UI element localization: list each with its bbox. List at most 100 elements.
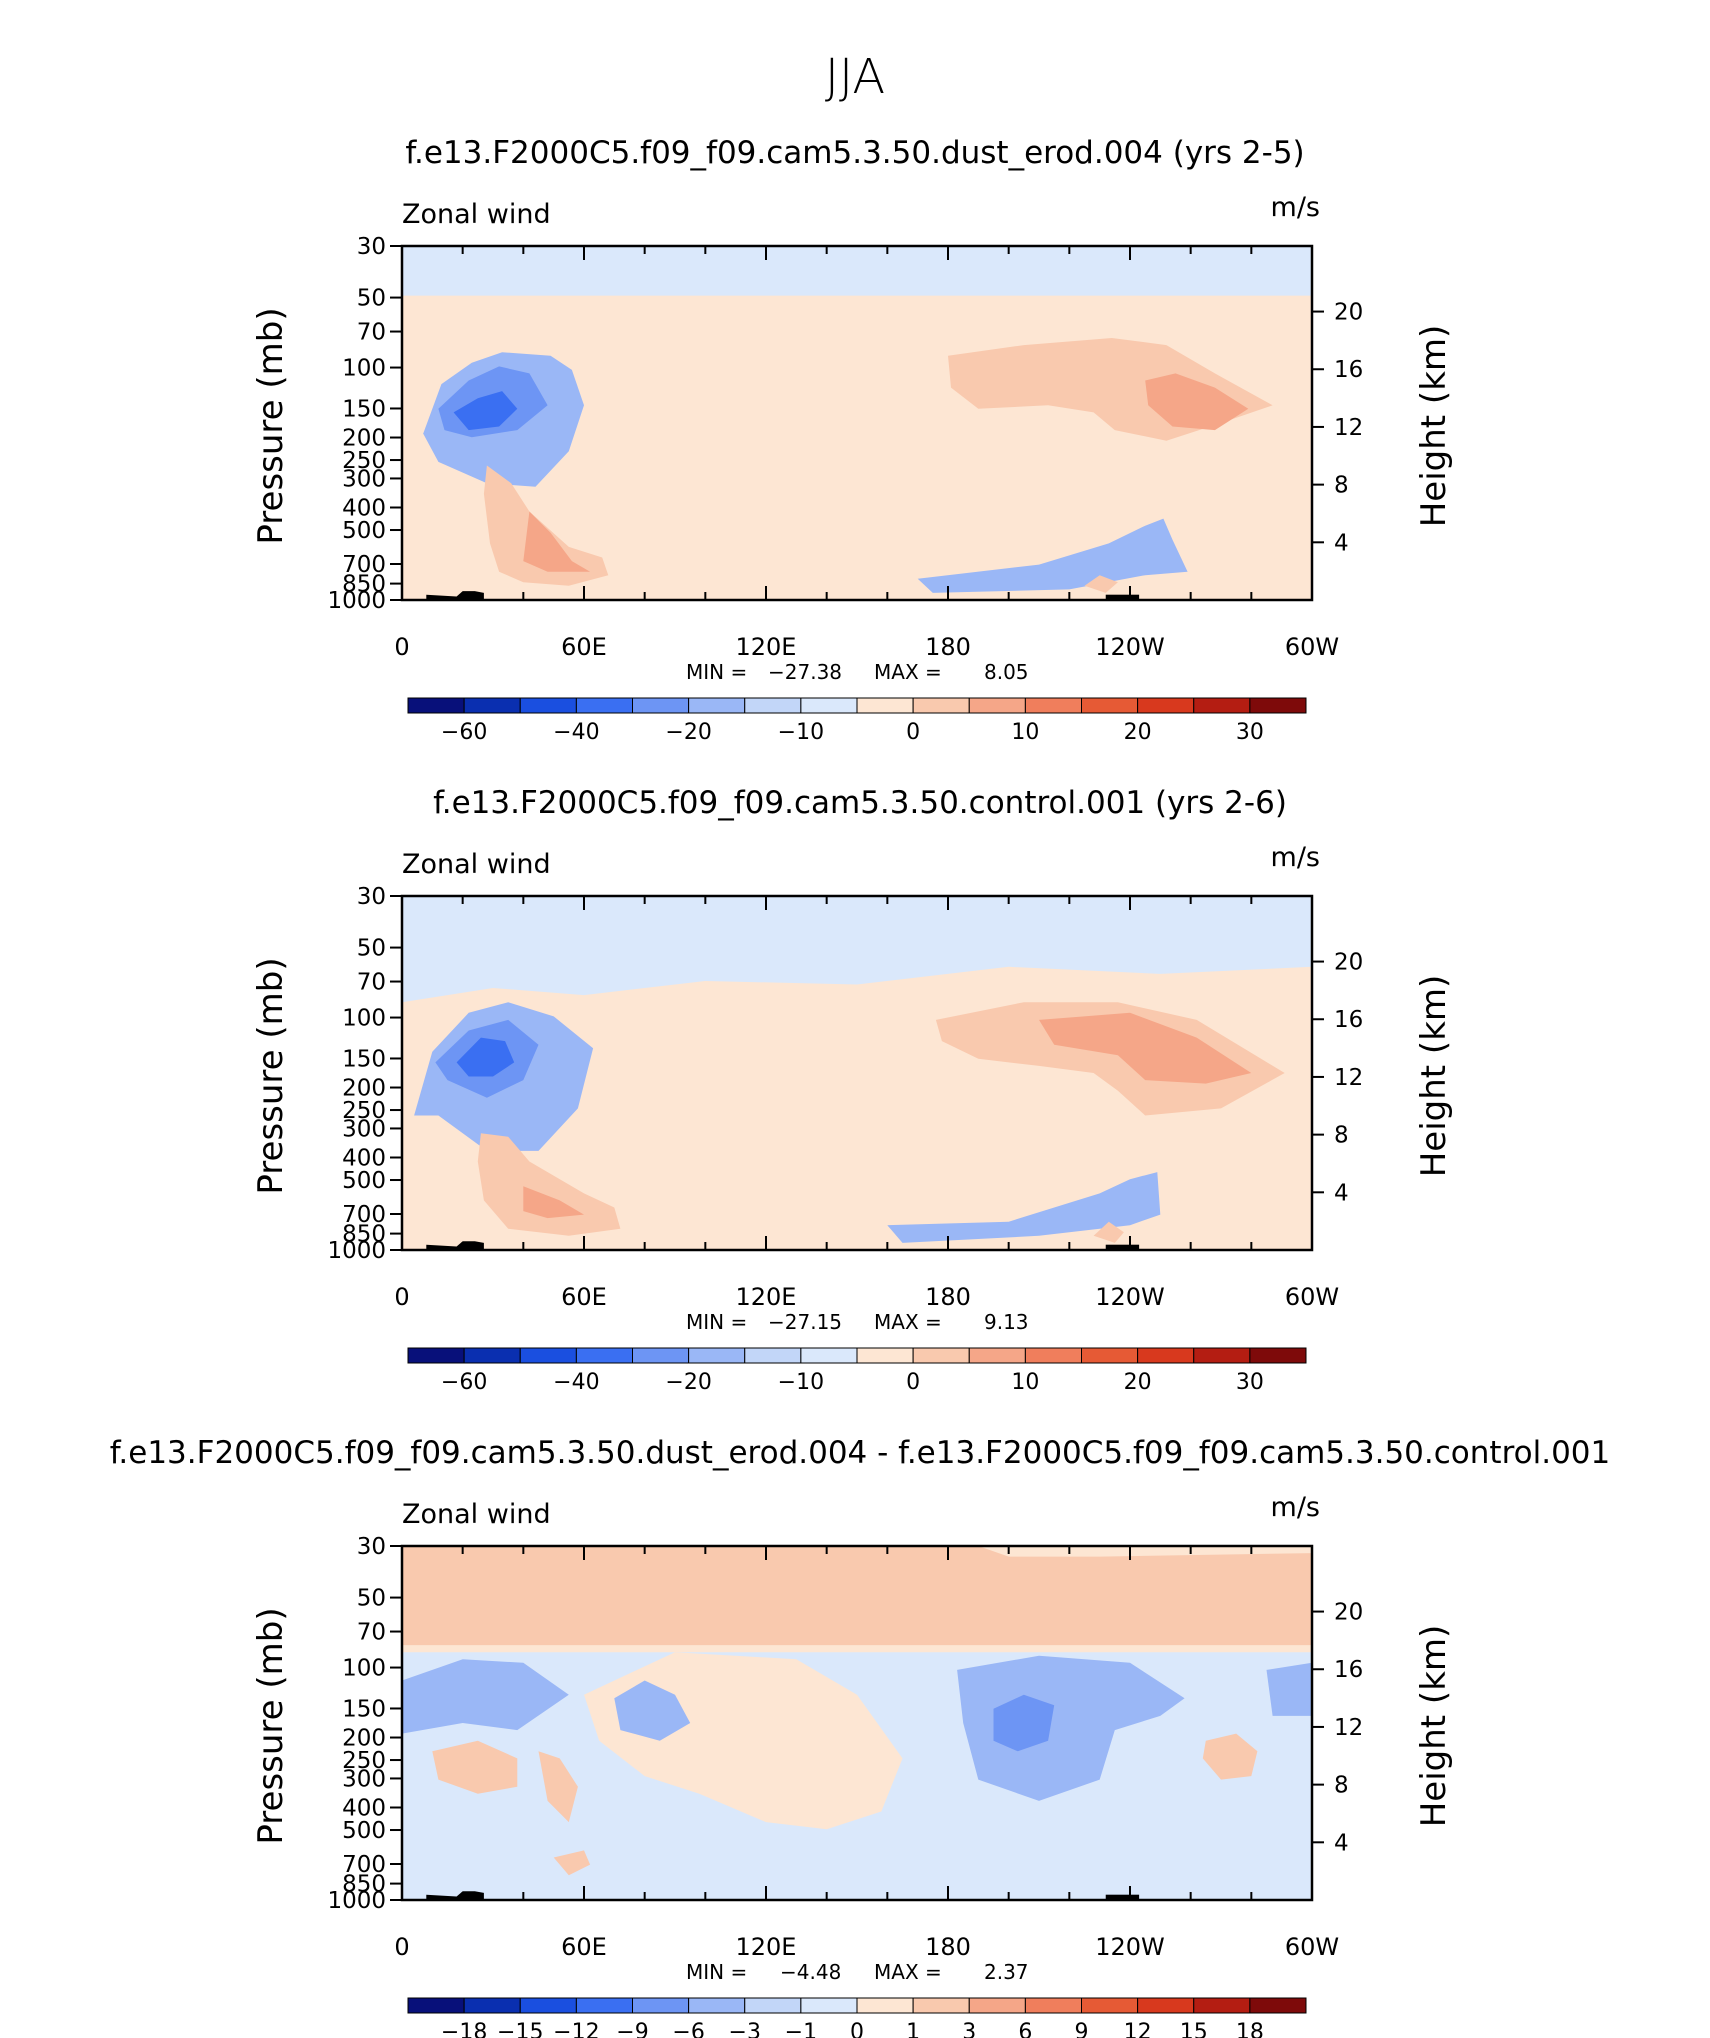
contour-fields	[402, 896, 1312, 1250]
colorbar-label: 10	[1011, 720, 1039, 745]
colorbar-label: −20	[665, 1370, 711, 1395]
y2-tick-label: 4	[1334, 1830, 1349, 1856]
colorbar-swatch	[1081, 697, 1139, 714]
y-tick-label: 50	[357, 936, 386, 962]
colorbar-label: −60	[441, 1370, 487, 1395]
colorbar-label: 10	[1011, 1370, 1039, 1395]
x-tick-label: 60W	[1285, 1283, 1339, 1311]
contour-region-9	[432, 1740, 518, 1794]
colorbar: −60 −40 −20 −10 0 10 20 30	[407, 697, 1307, 745]
min-value: −27.15	[768, 1310, 842, 1334]
colorbar-swatch	[1024, 1347, 1082, 1364]
contour-region-4	[402, 1659, 569, 1734]
y2-tick-label: 12	[1334, 1065, 1363, 1091]
y2-tick-label: 4	[1334, 1180, 1349, 1206]
y-tick-label: 500	[342, 1168, 386, 1194]
y-tick-label: 30	[357, 884, 386, 910]
contour-region-3	[456, 1037, 515, 1077]
colorbar-swatch	[1193, 1997, 1251, 2014]
contour-region-0	[402, 896, 1312, 1003]
colorbar-swatch	[968, 1347, 1026, 1364]
y-tick-label: 250	[342, 1748, 386, 1774]
topography-land	[1105, 1244, 1140, 1250]
contour-region-4	[917, 518, 1188, 593]
contour-region-7	[523, 1186, 584, 1219]
axis-ticks	[390, 1545, 1324, 1901]
colorbar-swatch	[856, 697, 914, 714]
y2-tick-label: 20	[1334, 1600, 1363, 1626]
x-tick-label: 180	[925, 1283, 971, 1311]
colorbar-swatch	[800, 1997, 858, 2014]
colorbar-swatch	[1137, 1997, 1195, 2014]
colorbar-swatch	[912, 697, 970, 714]
x-tick-label: 180	[925, 633, 971, 661]
y2-axis-label: Height (km)	[1414, 1625, 1454, 1828]
y-tick-label: 50	[357, 1586, 386, 1612]
colorbar-swatch	[407, 1347, 465, 1364]
colorbar-swatch	[1249, 1997, 1307, 2014]
x-tick-label: 60E	[561, 1283, 607, 1311]
topography-land	[1105, 1894, 1140, 1900]
colorbar-label: −12	[553, 2020, 599, 2038]
y-tick-label: 500	[342, 1818, 386, 1844]
colorbar: −18 −15 −12 −9 −6 −3 −1 0 1 3 6 9 12 15 18	[407, 1997, 1307, 2038]
x-tick-label: 60W	[1285, 1933, 1339, 1961]
y-tick-label: 700	[342, 1852, 386, 1878]
x-tick-label: 120E	[736, 633, 797, 661]
colorbar-swatch	[1024, 1997, 1082, 2014]
colorbar-label: −10	[778, 720, 824, 745]
min-label: MIN =	[686, 660, 747, 684]
y-tick-label: 300	[342, 1766, 386, 1792]
y-tick-label: 250	[342, 1098, 386, 1124]
axis-ticks	[390, 895, 1324, 1251]
contour-region-6	[483, 465, 609, 586]
x-tick-label: 120W	[1095, 1933, 1165, 1961]
y-tick-label: 100	[342, 1006, 386, 1032]
colorbar-swatch	[1024, 697, 1082, 714]
y-tick-label: 300	[342, 466, 386, 492]
x-tick-label: 0	[394, 1283, 409, 1311]
colorbar-swatch	[968, 697, 1026, 714]
colorbar-label: −10	[778, 1370, 824, 1395]
contour-region-5	[614, 1680, 691, 1741]
variable-label: Zonal wind	[402, 1499, 551, 1530]
x-tick-label: 120W	[1095, 633, 1165, 661]
y-tick-label: 50	[357, 286, 386, 312]
topography-land	[426, 1241, 484, 1250]
y-tick-label: 700	[342, 552, 386, 578]
y2-tick-label: 8	[1334, 1773, 1349, 1799]
x-tick-label: 0	[394, 1933, 409, 1961]
y-tick-label: 700	[342, 1202, 386, 1228]
colorbar-swatch	[575, 697, 633, 714]
panel-title: f.e13.F2000C5.f09_f09.cam5.3.50.control.…	[433, 785, 1287, 821]
contour-fields	[402, 246, 1312, 600]
colorbar-swatch	[856, 1997, 914, 2014]
contour-region-0	[402, 246, 1312, 296]
panel-dust-erod: f.e13.F2000C5.f09_f09.cam5.3.50.dust_ero…	[251, 135, 1454, 745]
colorbar-swatch	[632, 1997, 690, 2014]
y-tick-label: 500	[342, 518, 386, 544]
y2-tick-label: 20	[1334, 300, 1363, 326]
x-tick-label: 180	[925, 1933, 971, 1961]
colorbar-swatch	[1081, 1997, 1139, 2014]
contour-region-9	[1039, 1012, 1252, 1084]
colorbar-swatch	[968, 1997, 1026, 2014]
colorbar-label: 0	[906, 720, 920, 745]
y-tick-label: 200	[342, 1076, 386, 1102]
plot-frame	[400, 244, 1314, 602]
max-value: 8.05	[984, 660, 1029, 684]
colorbar-label: −20	[665, 720, 711, 745]
colorbar-label: 18	[1236, 2020, 1264, 2038]
x-tick-label: 60E	[561, 633, 607, 661]
y2-tick-label: 16	[1334, 357, 1363, 383]
contour-region-4	[887, 1172, 1161, 1243]
x-tick-label: 120E	[736, 1933, 797, 1961]
contour-region-6	[477, 1133, 621, 1236]
contour-fields	[402, 1546, 1312, 1900]
y2-tick-label: 16	[1334, 1657, 1363, 1683]
y-tick-label: 150	[342, 1696, 386, 1722]
